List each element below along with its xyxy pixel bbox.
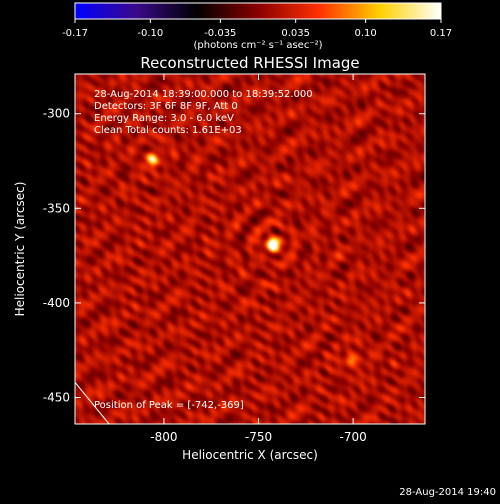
chart-title: Reconstructed RHESSI Image	[140, 54, 359, 72]
x-tick-label: -700	[339, 430, 366, 444]
info-line: Detectors: 3F 6F 8F 9F, Att 0	[94, 101, 238, 112]
y-tick-label: -450	[43, 391, 70, 405]
colorbar: -0.17 -0.10 -0.035 0.035 0.10 0.17 (photons c…	[62, 2, 452, 51]
y-tick-label: -400	[43, 296, 70, 310]
colorbar-tick-label: 0.10	[355, 28, 377, 39]
observation-info: 28-Aug-2014 18:39:00.000 to 18:39:52.000…	[94, 89, 313, 136]
colorbar-tick-label: -0.17	[62, 28, 88, 39]
colorbar-tick-label: 0.035	[281, 28, 310, 39]
colorbar-fill	[74, 2, 442, 20]
x-tick-label: -750	[245, 430, 272, 444]
x-axis-label: Heliocentric X (arcsec)	[182, 448, 318, 462]
plot-frame	[74, 73, 426, 425]
info-line: Energy Range: 3.0 - 6.0 keV	[94, 113, 234, 124]
y-tick-label: -350	[43, 201, 70, 215]
info-line: Clean Total counts: 1.61E+03	[94, 125, 242, 136]
colorbar-ticks: -0.17 -0.10 -0.035 0.035 0.10 0.17	[62, 19, 452, 39]
y-tick-label: -300	[43, 107, 70, 121]
heatmap-image	[75, 74, 425, 424]
footer-timestamp: 28-Aug-2014 19:40	[399, 487, 496, 498]
solar-limb-line	[75, 382, 110, 424]
colorbar-tick-label: 0.17	[430, 28, 452, 39]
colorbar-unit-label: (photons cm⁻² s⁻¹ asec⁻²)	[193, 40, 322, 51]
axis-ticks: -800 -750 -700 -300 -350 -400 -450	[43, 74, 425, 444]
x-tick-label: -800	[150, 430, 177, 444]
info-line: 28-Aug-2014 18:39:00.000 to 18:39:52.000	[94, 89, 313, 100]
plot-area: -800 -750 -700 -300 -350 -400 -450	[43, 73, 426, 444]
peak-position-label: Position of Peak = [-742,-369]	[94, 400, 244, 411]
colorbar-tick-label: -0.035	[204, 28, 236, 39]
colorbar-tick-label: -0.10	[137, 28, 163, 39]
y-axis-label: Heliocentric Y (arcsec)	[13, 182, 27, 317]
